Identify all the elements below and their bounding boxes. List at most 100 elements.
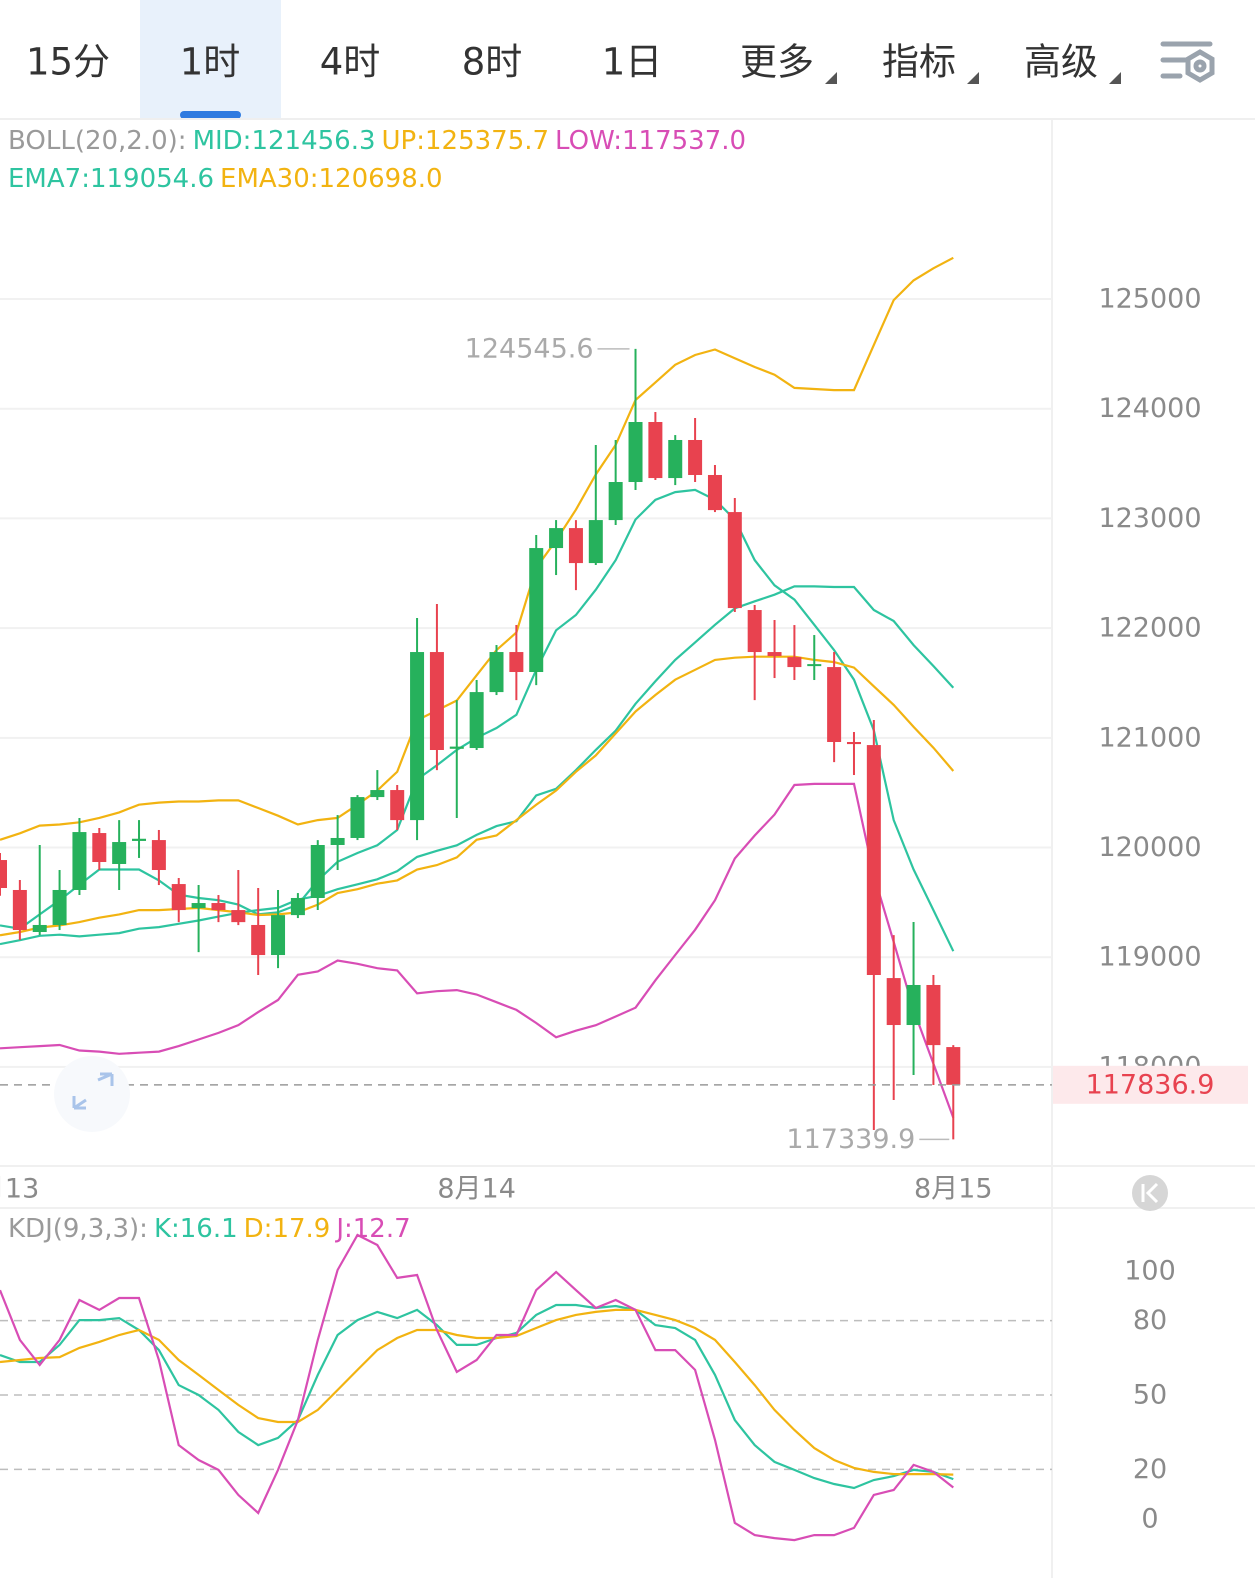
candle-body xyxy=(52,889,67,925)
y-tick-label: 123000 xyxy=(1098,503,1201,534)
legend-value: 17.9 xyxy=(272,1214,330,1244)
legend-value: 117537.0 xyxy=(622,126,746,156)
settings-icon[interactable] xyxy=(1160,41,1215,83)
candle-body xyxy=(0,860,7,889)
legend-name: LOW: xyxy=(555,126,622,156)
candle-body xyxy=(92,833,107,863)
legend-name: K: xyxy=(154,1214,180,1244)
x-tick-label: 8月14 xyxy=(437,1174,516,1205)
candle-body xyxy=(668,439,683,479)
collapse-button[interactable] xyxy=(1132,1175,1168,1211)
legend-value: 120698.0 xyxy=(319,164,443,194)
candle-body xyxy=(906,984,921,1026)
last-price-label: 117836.9 xyxy=(1086,1069,1215,1100)
y-tick-label: 80 xyxy=(1133,1305,1167,1336)
candle-body xyxy=(449,746,464,749)
indicator-line xyxy=(0,585,955,946)
candle-body xyxy=(727,512,742,609)
y-tick-label: 122000 xyxy=(1098,613,1201,644)
y-tick-label: 121000 xyxy=(1098,722,1201,753)
candle-body xyxy=(628,422,643,483)
candle-body xyxy=(648,422,663,479)
indicator-label: KDJ(9,3,3): xyxy=(8,1214,148,1244)
expand-bg xyxy=(54,1056,130,1132)
candle-body xyxy=(251,924,266,956)
indicator-line xyxy=(0,1233,954,1542)
tab[interactable]: 1时 xyxy=(140,0,281,119)
tab-label: 1时 xyxy=(180,41,241,84)
tab-label: 15分 xyxy=(26,41,110,84)
candle-body xyxy=(807,664,822,667)
candle-body xyxy=(310,845,325,898)
tab[interactable]: 15分 xyxy=(26,41,110,84)
candle-body xyxy=(350,797,365,838)
expand-button[interactable] xyxy=(54,1056,130,1132)
tab-active-bg xyxy=(140,0,281,118)
candle-body xyxy=(271,915,286,956)
y-tick-label: 124000 xyxy=(1098,393,1201,424)
candle-body xyxy=(509,652,524,673)
tab[interactable]: 指标 xyxy=(882,41,979,85)
candle-body xyxy=(767,652,782,656)
tab[interactable]: 1日 xyxy=(602,41,663,84)
legend-name: UP: xyxy=(382,126,425,156)
candle-body xyxy=(211,903,226,911)
tab[interactable]: 高级 xyxy=(1024,41,1121,85)
candle-body xyxy=(429,652,444,751)
candle-body xyxy=(787,657,802,668)
candle-body xyxy=(151,840,166,871)
x-tick-label: 8月15 xyxy=(914,1174,993,1205)
indicator-line xyxy=(0,782,955,1119)
candle-body xyxy=(12,889,27,931)
y-tick-label: 125000 xyxy=(1098,284,1201,315)
candle-body xyxy=(469,692,484,749)
legend-name: MID: xyxy=(193,126,252,156)
y-tick-label: 119000 xyxy=(1098,942,1201,973)
legend: EMA7:119054.6 EMA30:120698.0 xyxy=(8,164,443,194)
candle-body xyxy=(112,842,127,864)
candle-body xyxy=(707,474,722,511)
y-tick-label: 20 xyxy=(1133,1454,1167,1485)
icon-gear xyxy=(1185,49,1215,83)
candle-body xyxy=(529,548,544,673)
expand-arrow xyxy=(72,1096,87,1110)
candle-body xyxy=(410,652,425,821)
tab-label: 1日 xyxy=(602,41,663,84)
legend-value: 119054.6 xyxy=(90,164,214,194)
y-tick-label: 50 xyxy=(1133,1379,1167,1410)
indicator-line xyxy=(0,1303,954,1490)
tab[interactable]: 更多 xyxy=(740,41,837,85)
legend-name: EMA7: xyxy=(8,164,90,194)
legend-name: J: xyxy=(334,1214,352,1244)
kdj-chart: 0 20 50 80 100 KDJ(9,3,3): K:16.1 D:17.9 J:12.7 xyxy=(0,1214,1176,1542)
icon-gear-hole xyxy=(1193,59,1207,73)
tab-label: 8时 xyxy=(462,41,523,84)
candle-body xyxy=(72,832,87,890)
candle-body xyxy=(926,984,941,1046)
legend-value: 121456.3 xyxy=(251,126,375,156)
candle-body xyxy=(588,520,603,564)
indicator-label: BOLL(20,2.0): xyxy=(8,126,187,156)
candle-body xyxy=(946,1047,961,1085)
candle-body xyxy=(171,884,186,911)
tab[interactable]: 4时 xyxy=(320,41,381,84)
candle-body xyxy=(608,482,623,521)
tab[interactable]: 8时 xyxy=(462,41,523,84)
last-price-box xyxy=(1053,1065,1248,1104)
tab-indicator xyxy=(180,111,241,119)
y-tick-label: 120000 xyxy=(1098,832,1201,863)
legend-value: 125375.7 xyxy=(425,126,549,156)
candle-body xyxy=(827,667,842,742)
candle-body xyxy=(390,790,405,821)
legend-value: 12.7 xyxy=(353,1214,411,1244)
legend-name: D: xyxy=(244,1214,273,1244)
candle-body xyxy=(568,528,583,564)
price-chart: 1180001190001200001210001220001230001240… xyxy=(0,126,1248,1205)
candle-body xyxy=(866,745,881,975)
dropdown-caret xyxy=(1109,72,1121,84)
tab-bar: 15分 1时 4时 8时 1日 更多 指标 高级 xyxy=(26,0,1121,119)
candle-body xyxy=(489,652,504,693)
candle-body xyxy=(132,838,147,841)
